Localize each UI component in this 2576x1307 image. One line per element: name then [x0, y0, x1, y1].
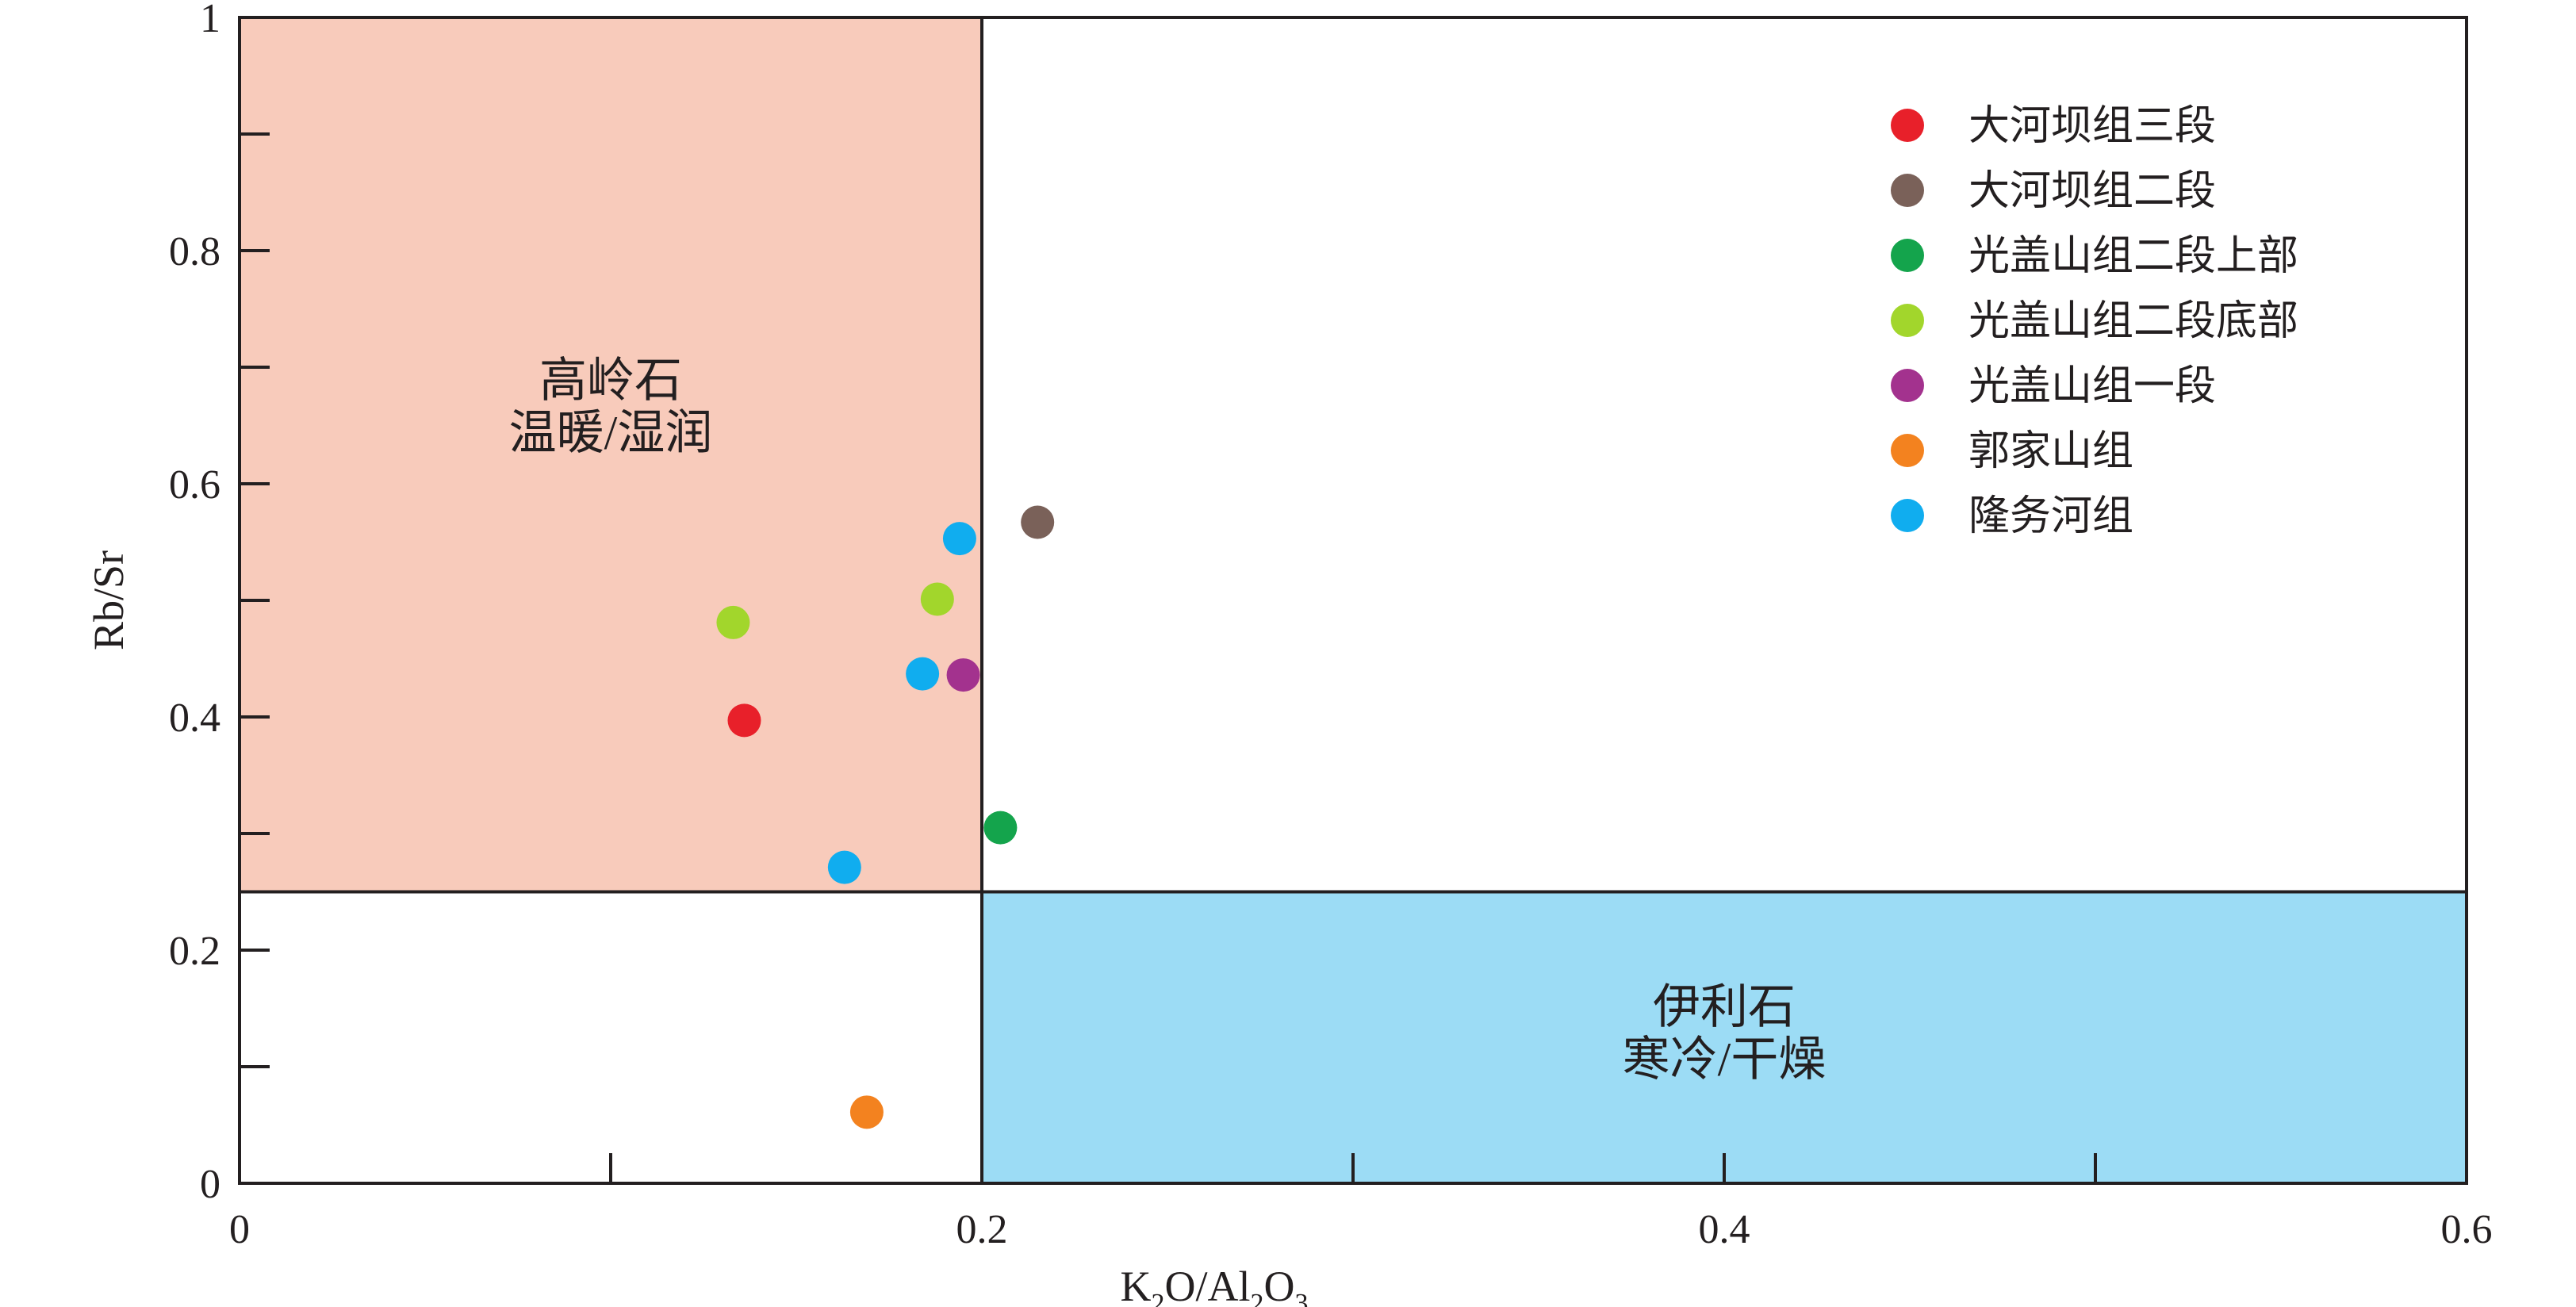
x-axis-title-subscript: 2 — [1251, 1289, 1264, 1307]
data-point-series-5 — [849, 1095, 884, 1129]
data-points — [716, 505, 1055, 1129]
x-axis-title-part: K — [1121, 1263, 1152, 1307]
legend-marker-0 — [1891, 109, 1924, 142]
data-point-series-0 — [727, 703, 761, 738]
legend-marker-3 — [1891, 304, 1924, 337]
data-point-series-1 — [1021, 505, 1055, 539]
region-illite — [980, 890, 2468, 1185]
data-point-series-2 — [983, 811, 1018, 845]
y-tick-label: 1 — [200, 0, 220, 41]
region-label-kaolinite-0: 高岭石 — [539, 355, 682, 407]
data-point-series-6 — [942, 522, 976, 556]
data-point-series-3 — [920, 582, 954, 616]
legend: 大河坝组三段大河坝组二段光盖山组二段上部光盖山组二段底部光盖山组一段郭家山组隆务… — [1891, 104, 2298, 539]
legend-label-3: 光盖山组二段底部 — [1968, 299, 2298, 344]
data-point-series-6 — [827, 850, 861, 884]
legend-label-6: 隆务河组 — [1968, 494, 2133, 539]
x-tick-label: 0 — [229, 1207, 250, 1252]
legend-label-0: 大河坝组三段 — [1968, 104, 2216, 149]
x-tick-label: 0.2 — [956, 1207, 1008, 1252]
y-tick-label: 0.4 — [169, 696, 220, 741]
axis-ticks — [240, 132, 2097, 1183]
x-tick-label: 0.6 — [2441, 1207, 2493, 1252]
region-label-kaolinite-1: 温暖/湿润 — [509, 407, 713, 459]
legend-marker-2 — [1891, 239, 1924, 272]
data-point-series-4 — [946, 658, 980, 692]
legend-marker-1 — [1891, 174, 1924, 207]
legend-label-1: 大河坝组二段 — [1968, 169, 2216, 214]
y-tick-label: 0 — [200, 1162, 220, 1207]
legend-label-2: 光盖山组二段上部 — [1968, 234, 2298, 279]
x-axis-title: K2O/Al2O3 — [1121, 1263, 1309, 1307]
tick-labels: 0 0.2 0.4 0.6 0 0.2 0.4 0.6 0.8 1 — [169, 0, 2493, 1252]
legend-marker-4 — [1891, 369, 1924, 402]
legend-marker-5 — [1891, 434, 1924, 467]
region-kaolinite — [238, 16, 983, 894]
x-tick-label: 0.4 — [1699, 1207, 1750, 1252]
x-axis-title-part: O — [1264, 1263, 1295, 1307]
y-tick-label: 0.6 — [169, 462, 220, 508]
legend-label-5: 郭家山组 — [1968, 429, 2133, 474]
y-tick-label: 0.8 — [169, 229, 220, 274]
regions — [238, 16, 2468, 1185]
region-label-illite-0: 伊利石 — [1653, 981, 1796, 1033]
x-axis-title-subscript: 3 — [1295, 1289, 1309, 1307]
legend-label-4: 光盖山组一段 — [1968, 364, 2216, 409]
x-axis-title-part: O/Al — [1165, 1263, 1251, 1307]
legend-marker-6 — [1891, 499, 1924, 532]
y-axis-title: Rb/Sr — [85, 550, 132, 650]
y-tick-label: 0.2 — [169, 929, 220, 974]
x-axis-title-subscript: 2 — [1152, 1289, 1165, 1307]
region-label-illite-1: 寒冷/干燥 — [1623, 1033, 1827, 1086]
data-point-series-6 — [906, 657, 940, 691]
data-point-series-3 — [716, 605, 750, 639]
